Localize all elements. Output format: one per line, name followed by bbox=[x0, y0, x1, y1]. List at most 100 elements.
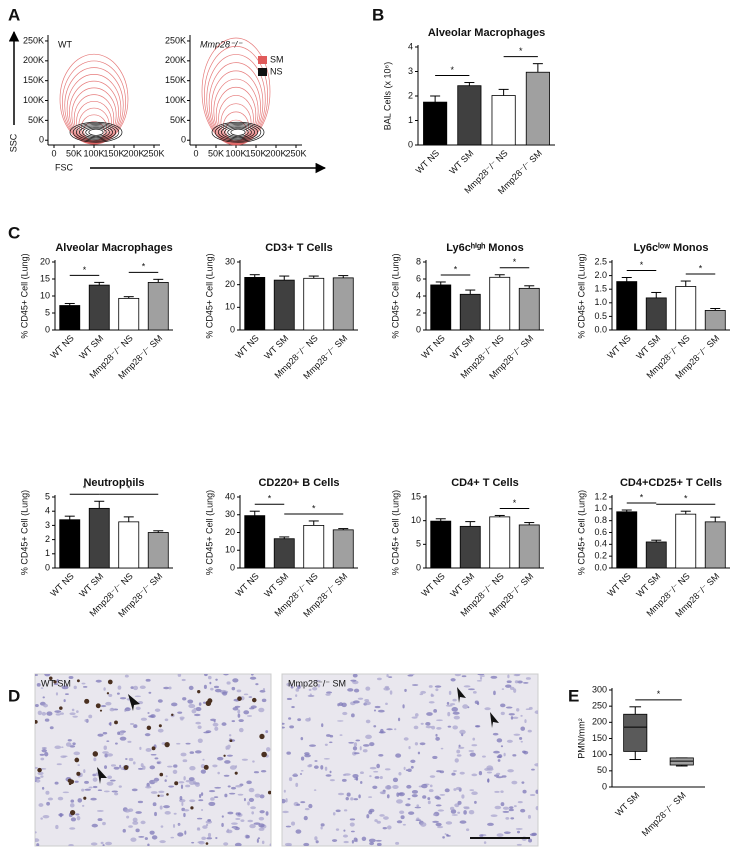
tissue-cell bbox=[295, 829, 302, 834]
tissue-cell bbox=[353, 752, 360, 755]
tissue-cell bbox=[345, 796, 349, 801]
tissue-cell bbox=[410, 765, 414, 769]
stained-cell bbox=[197, 689, 201, 694]
tissue-cell bbox=[374, 776, 380, 779]
tissue-cell bbox=[329, 779, 335, 782]
tissue-cell bbox=[309, 744, 316, 747]
tissue-cell bbox=[337, 703, 340, 707]
tissue-cell bbox=[388, 676, 393, 678]
tissue-cell bbox=[482, 755, 486, 758]
x-tick-label: 0 bbox=[193, 148, 198, 158]
tissue-cell bbox=[469, 789, 475, 791]
tissue-cell bbox=[77, 764, 80, 766]
tissue-cell bbox=[124, 808, 131, 813]
tissue-cell bbox=[176, 742, 181, 745]
y-tick-label: 4 bbox=[416, 290, 421, 300]
legend-swatch bbox=[258, 56, 267, 64]
tissue-cell bbox=[208, 790, 216, 793]
tissue-cell bbox=[229, 792, 236, 795]
tissue-cell bbox=[251, 811, 254, 815]
tissue-cell bbox=[503, 831, 511, 834]
tissue-cell bbox=[350, 830, 355, 833]
y-tick-label: 0.5 bbox=[594, 311, 607, 321]
bar bbox=[303, 277, 325, 331]
tissue-cell bbox=[108, 693, 113, 697]
tissue-cell bbox=[84, 788, 92, 791]
tissue-cell bbox=[197, 725, 202, 729]
tissue-cell bbox=[479, 675, 485, 677]
tissue-cell bbox=[237, 812, 241, 816]
stained-cell bbox=[223, 754, 226, 757]
x-tick-label: WT SM bbox=[447, 148, 475, 176]
tissue-cell bbox=[516, 830, 521, 834]
tissue-cell bbox=[323, 757, 330, 760]
contour bbox=[230, 128, 246, 136]
tissue-cell bbox=[419, 742, 426, 746]
tissue-cell bbox=[407, 768, 412, 773]
tissue-cell bbox=[427, 797, 431, 801]
tissue-cell bbox=[227, 785, 231, 788]
tissue-cell bbox=[535, 789, 538, 794]
tissue-cell bbox=[406, 784, 412, 789]
contour bbox=[211, 70, 261, 144]
bar bbox=[273, 279, 295, 331]
tissue-cell bbox=[116, 692, 120, 695]
tissue-cell bbox=[434, 795, 440, 799]
micrograph-label: Mmp28⁻/⁻ SM bbox=[288, 678, 346, 688]
chart-title: CD220+ B Cells bbox=[258, 477, 339, 489]
tissue-cell bbox=[325, 693, 331, 696]
tissue-cell bbox=[105, 841, 113, 846]
tissue-cell bbox=[425, 725, 433, 729]
y-tick-label: 0.0 bbox=[594, 324, 607, 334]
tissue-cell bbox=[191, 709, 197, 714]
stained-cell bbox=[37, 767, 42, 773]
tissue-cell bbox=[471, 744, 478, 747]
tissue-cell bbox=[471, 791, 478, 795]
tissue-cell bbox=[465, 828, 470, 832]
significance-label: * bbox=[450, 65, 454, 75]
tissue-cell bbox=[145, 748, 152, 752]
y-tick-label: 0 bbox=[416, 324, 421, 334]
stained-cell bbox=[166, 793, 169, 796]
tissue-cell bbox=[258, 707, 265, 713]
tissue-cell bbox=[452, 725, 458, 730]
tissue-cell bbox=[164, 811, 171, 815]
tissue-cell bbox=[403, 766, 406, 770]
tissue-cell bbox=[248, 787, 255, 793]
tissue-cell bbox=[253, 771, 259, 774]
tissue-cell bbox=[54, 710, 62, 713]
bar bbox=[88, 507, 110, 569]
stained-cell bbox=[48, 676, 53, 681]
tissue-cell bbox=[493, 750, 500, 754]
tissue-cell bbox=[509, 686, 515, 690]
tissue-cell bbox=[516, 843, 522, 846]
tissue-cell bbox=[487, 778, 490, 783]
tissue-cell bbox=[387, 825, 392, 830]
tissue-cell bbox=[44, 718, 50, 722]
arrowhead bbox=[97, 767, 107, 784]
tissue-cell bbox=[194, 750, 202, 754]
y-tick-label: 10 bbox=[411, 515, 421, 525]
tissue-cell bbox=[167, 765, 173, 768]
y-axis-label: % CD45+ Cell (Lung) bbox=[19, 490, 29, 575]
tissue-cell bbox=[343, 840, 349, 844]
tissue-cell bbox=[479, 834, 484, 837]
tissue-cell bbox=[343, 829, 346, 832]
tissue-cell bbox=[46, 711, 53, 716]
tissue-cell bbox=[288, 777, 293, 782]
tissue-cell bbox=[456, 749, 461, 754]
tissue-cell bbox=[326, 734, 331, 737]
tissue-cell bbox=[349, 818, 356, 821]
tissue-cell bbox=[203, 731, 210, 734]
tissue-cell bbox=[227, 744, 231, 749]
tissue-cell bbox=[55, 824, 59, 830]
tissue-cell bbox=[44, 674, 51, 677]
tissue-cell bbox=[455, 786, 461, 790]
tissue-cell bbox=[235, 785, 243, 788]
tissue-cell bbox=[202, 758, 205, 761]
tissue-cell bbox=[60, 712, 64, 715]
bar bbox=[525, 71, 550, 146]
tissue-cell bbox=[235, 817, 241, 820]
tissue-cell bbox=[118, 785, 122, 788]
x-tick-label: WT NS bbox=[233, 333, 260, 360]
